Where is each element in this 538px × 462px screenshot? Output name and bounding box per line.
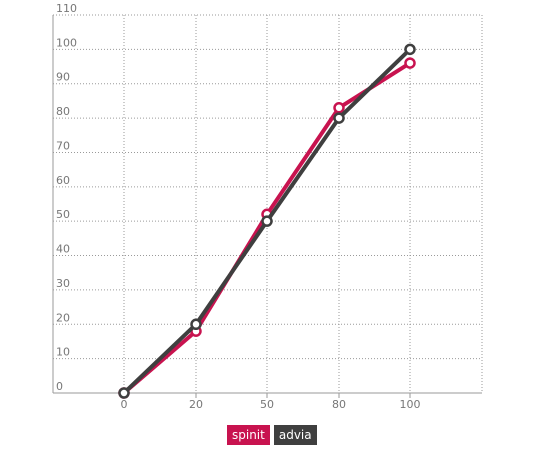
y-tick-labels: 0 10 20 30 40 50 60 70 80 90 100 110 (56, 2, 77, 393)
y-tick-label: 50 (56, 208, 70, 221)
y-tick-label: 30 (56, 277, 70, 290)
legend: spinit advia (227, 425, 317, 445)
y-tick-label: 70 (56, 139, 70, 152)
data-point-advia (118, 387, 130, 399)
grid (53, 14, 483, 393)
y-tick-label: 0 (56, 380, 63, 393)
y-tick-label: 110 (56, 2, 77, 15)
y-tick-label: 40 (56, 243, 70, 256)
data-point-spinit (404, 57, 416, 69)
data-point-advia (190, 318, 202, 331)
y-tick-label: 80 (56, 105, 70, 118)
x-tick-label: 20 (189, 398, 203, 411)
data-point-advia (333, 112, 345, 124)
data-point-spinit (333, 102, 345, 114)
y-tick-label: 20 (56, 311, 70, 324)
x-tick-labels: 0 20 50 80 100 (121, 398, 421, 411)
data-point-advia (261, 215, 273, 227)
series (118, 43, 416, 399)
y-tick-label: 90 (56, 71, 70, 84)
legend-item-advia[interactable]: advia (273, 425, 317, 445)
y-tick-label: 60 (56, 174, 70, 187)
x-tick-label: 80 (332, 398, 346, 411)
x-tick-label: 100 (400, 398, 421, 411)
data-point-advia (404, 43, 416, 56)
y-tick-label: 100 (56, 36, 77, 49)
y-tick-label: 10 (56, 346, 70, 359)
x-tick-label: 0 (121, 398, 128, 411)
legend-item-spinit[interactable]: spinit (227, 425, 270, 445)
x-tick-label: 50 (260, 398, 274, 411)
